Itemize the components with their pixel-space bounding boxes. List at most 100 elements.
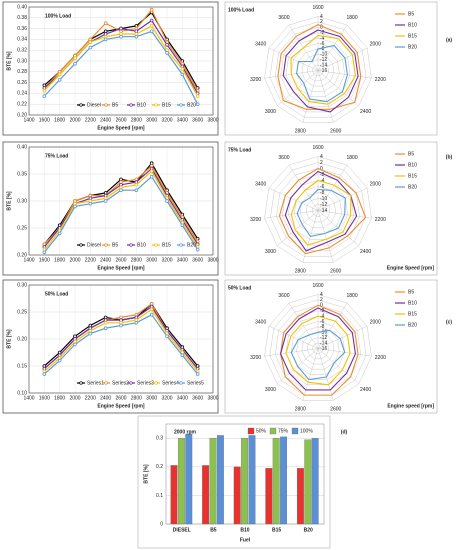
y-tick-label: 0	[160, 521, 163, 527]
x-tick-label: 3400	[177, 395, 188, 401]
legend-marker	[179, 243, 183, 247]
spoke	[268, 187, 319, 211]
y-tick-label: 0.40	[17, 144, 27, 150]
panel-label: (b)	[446, 154, 453, 160]
y-tick-label: 0.22	[17, 102, 27, 108]
legend-label: B20	[187, 242, 196, 248]
spoke-label: 1800	[346, 155, 357, 161]
x-axis-label: Engine Speed [rpm]	[97, 265, 145, 271]
plot-frame	[28, 284, 214, 394]
series-marker	[103, 21, 108, 26]
grid-ring	[307, 337, 329, 360]
axis-title: Engine speed [rpm]	[387, 403, 434, 409]
series-line	[282, 29, 359, 113]
spoke-label: 2400	[360, 387, 371, 393]
x-tick-label: 2400	[100, 395, 111, 401]
y-axis-label: BTE [%]	[6, 191, 12, 211]
legend-swatch	[269, 427, 277, 435]
r-tick-label: 0	[320, 166, 323, 172]
spoke-label: 3200	[250, 77, 261, 83]
spoke-label: 3200	[250, 217, 261, 223]
series-marker	[134, 188, 139, 193]
spoke-label: 2200	[375, 355, 386, 361]
y-tick-label: 0.34	[17, 37, 27, 43]
x-tick-label: 2600	[115, 117, 126, 123]
spoke-label: 2800	[295, 268, 306, 274]
bar	[209, 438, 217, 525]
x-tick-label: 2000	[69, 257, 80, 263]
spoke-label: 3000	[265, 109, 276, 115]
series-marker	[73, 342, 77, 347]
spoke-label: 2600	[330, 268, 341, 274]
series-marker	[134, 34, 139, 39]
legend-label: Series1	[87, 380, 104, 386]
series-marker	[195, 247, 200, 252]
axis-title: Engine Speed [rpm]	[387, 265, 435, 271]
spoke-label: 2400	[360, 109, 371, 115]
legend-label: B5	[112, 242, 118, 248]
x-tick-label: 1400	[23, 117, 34, 123]
chart-title: 100% Load	[45, 13, 71, 19]
series-line	[290, 179, 352, 246]
spoke	[317, 70, 334, 123]
spoke	[302, 70, 319, 123]
chart-title: 2000 rpm	[174, 429, 197, 435]
legend-swatch	[291, 427, 299, 435]
x-tick-label: 3000	[146, 395, 157, 401]
grid-ring	[270, 162, 366, 257]
grid-ring	[264, 16, 372, 123]
r-tick-label: 4	[320, 154, 323, 160]
grid-ring	[264, 156, 372, 263]
spoke-label: 3000	[265, 249, 276, 255]
x-tick-label: 3400	[177, 257, 188, 263]
x-tick-label: 1400	[23, 395, 34, 401]
spoke-label: 2800	[295, 128, 306, 134]
series-marker	[180, 72, 185, 77]
y-axis-label: BTE [%]	[6, 51, 12, 71]
r-tick-label: -8	[320, 46, 325, 52]
series-line	[280, 304, 359, 396]
y-tick-label: 0.15	[17, 363, 27, 369]
legend-label: B10	[137, 102, 146, 108]
legend-marker	[79, 103, 83, 107]
r-tick-label: 2	[320, 297, 323, 303]
bar	[170, 465, 178, 525]
x-tick-label: 3800	[207, 257, 218, 263]
bar	[265, 468, 273, 525]
y-tick-label: 0.24	[17, 91, 27, 97]
y-tick-label: 0.25	[17, 309, 27, 315]
r-tick-label: -14	[320, 340, 327, 346]
series-marker	[57, 358, 62, 363]
series-marker	[119, 323, 123, 328]
x-tick-label: 2800	[131, 395, 142, 401]
spoke-label: 3400	[255, 320, 266, 326]
r-tick-label: -16	[320, 68, 327, 74]
legend-label: Series4	[162, 380, 179, 386]
legend-label: B20	[408, 44, 417, 50]
spoke-label: 3600	[278, 155, 289, 161]
panel-frame	[224, 279, 438, 414]
legend-marker	[79, 381, 83, 385]
series-marker	[88, 45, 93, 50]
series-marker	[149, 7, 154, 12]
y-tick-label: 0.20	[17, 336, 27, 342]
x-tick-label: 3400	[177, 117, 188, 123]
spoke-label: 1600	[312, 5, 323, 11]
spoke	[288, 302, 319, 349]
r-tick-label: -6	[320, 319, 325, 325]
series-marker	[149, 169, 154, 174]
series-marker	[180, 67, 185, 71]
spoke-label: 2200	[375, 77, 386, 83]
x-axis-label: Fuel	[240, 537, 251, 543]
grid-ring	[305, 198, 331, 223]
x-tick-label: 3600	[192, 117, 203, 123]
r-tick-label: -10	[320, 52, 327, 58]
series-marker	[42, 372, 47, 376]
r-tick-label: -4	[320, 35, 325, 41]
r-tick-label: -14	[320, 62, 327, 68]
legend-label: B15	[408, 33, 417, 39]
bar	[202, 465, 210, 525]
x-tick-label: 3000	[146, 117, 157, 123]
series-marker	[195, 102, 200, 106]
legend-label: 75%	[278, 428, 289, 434]
